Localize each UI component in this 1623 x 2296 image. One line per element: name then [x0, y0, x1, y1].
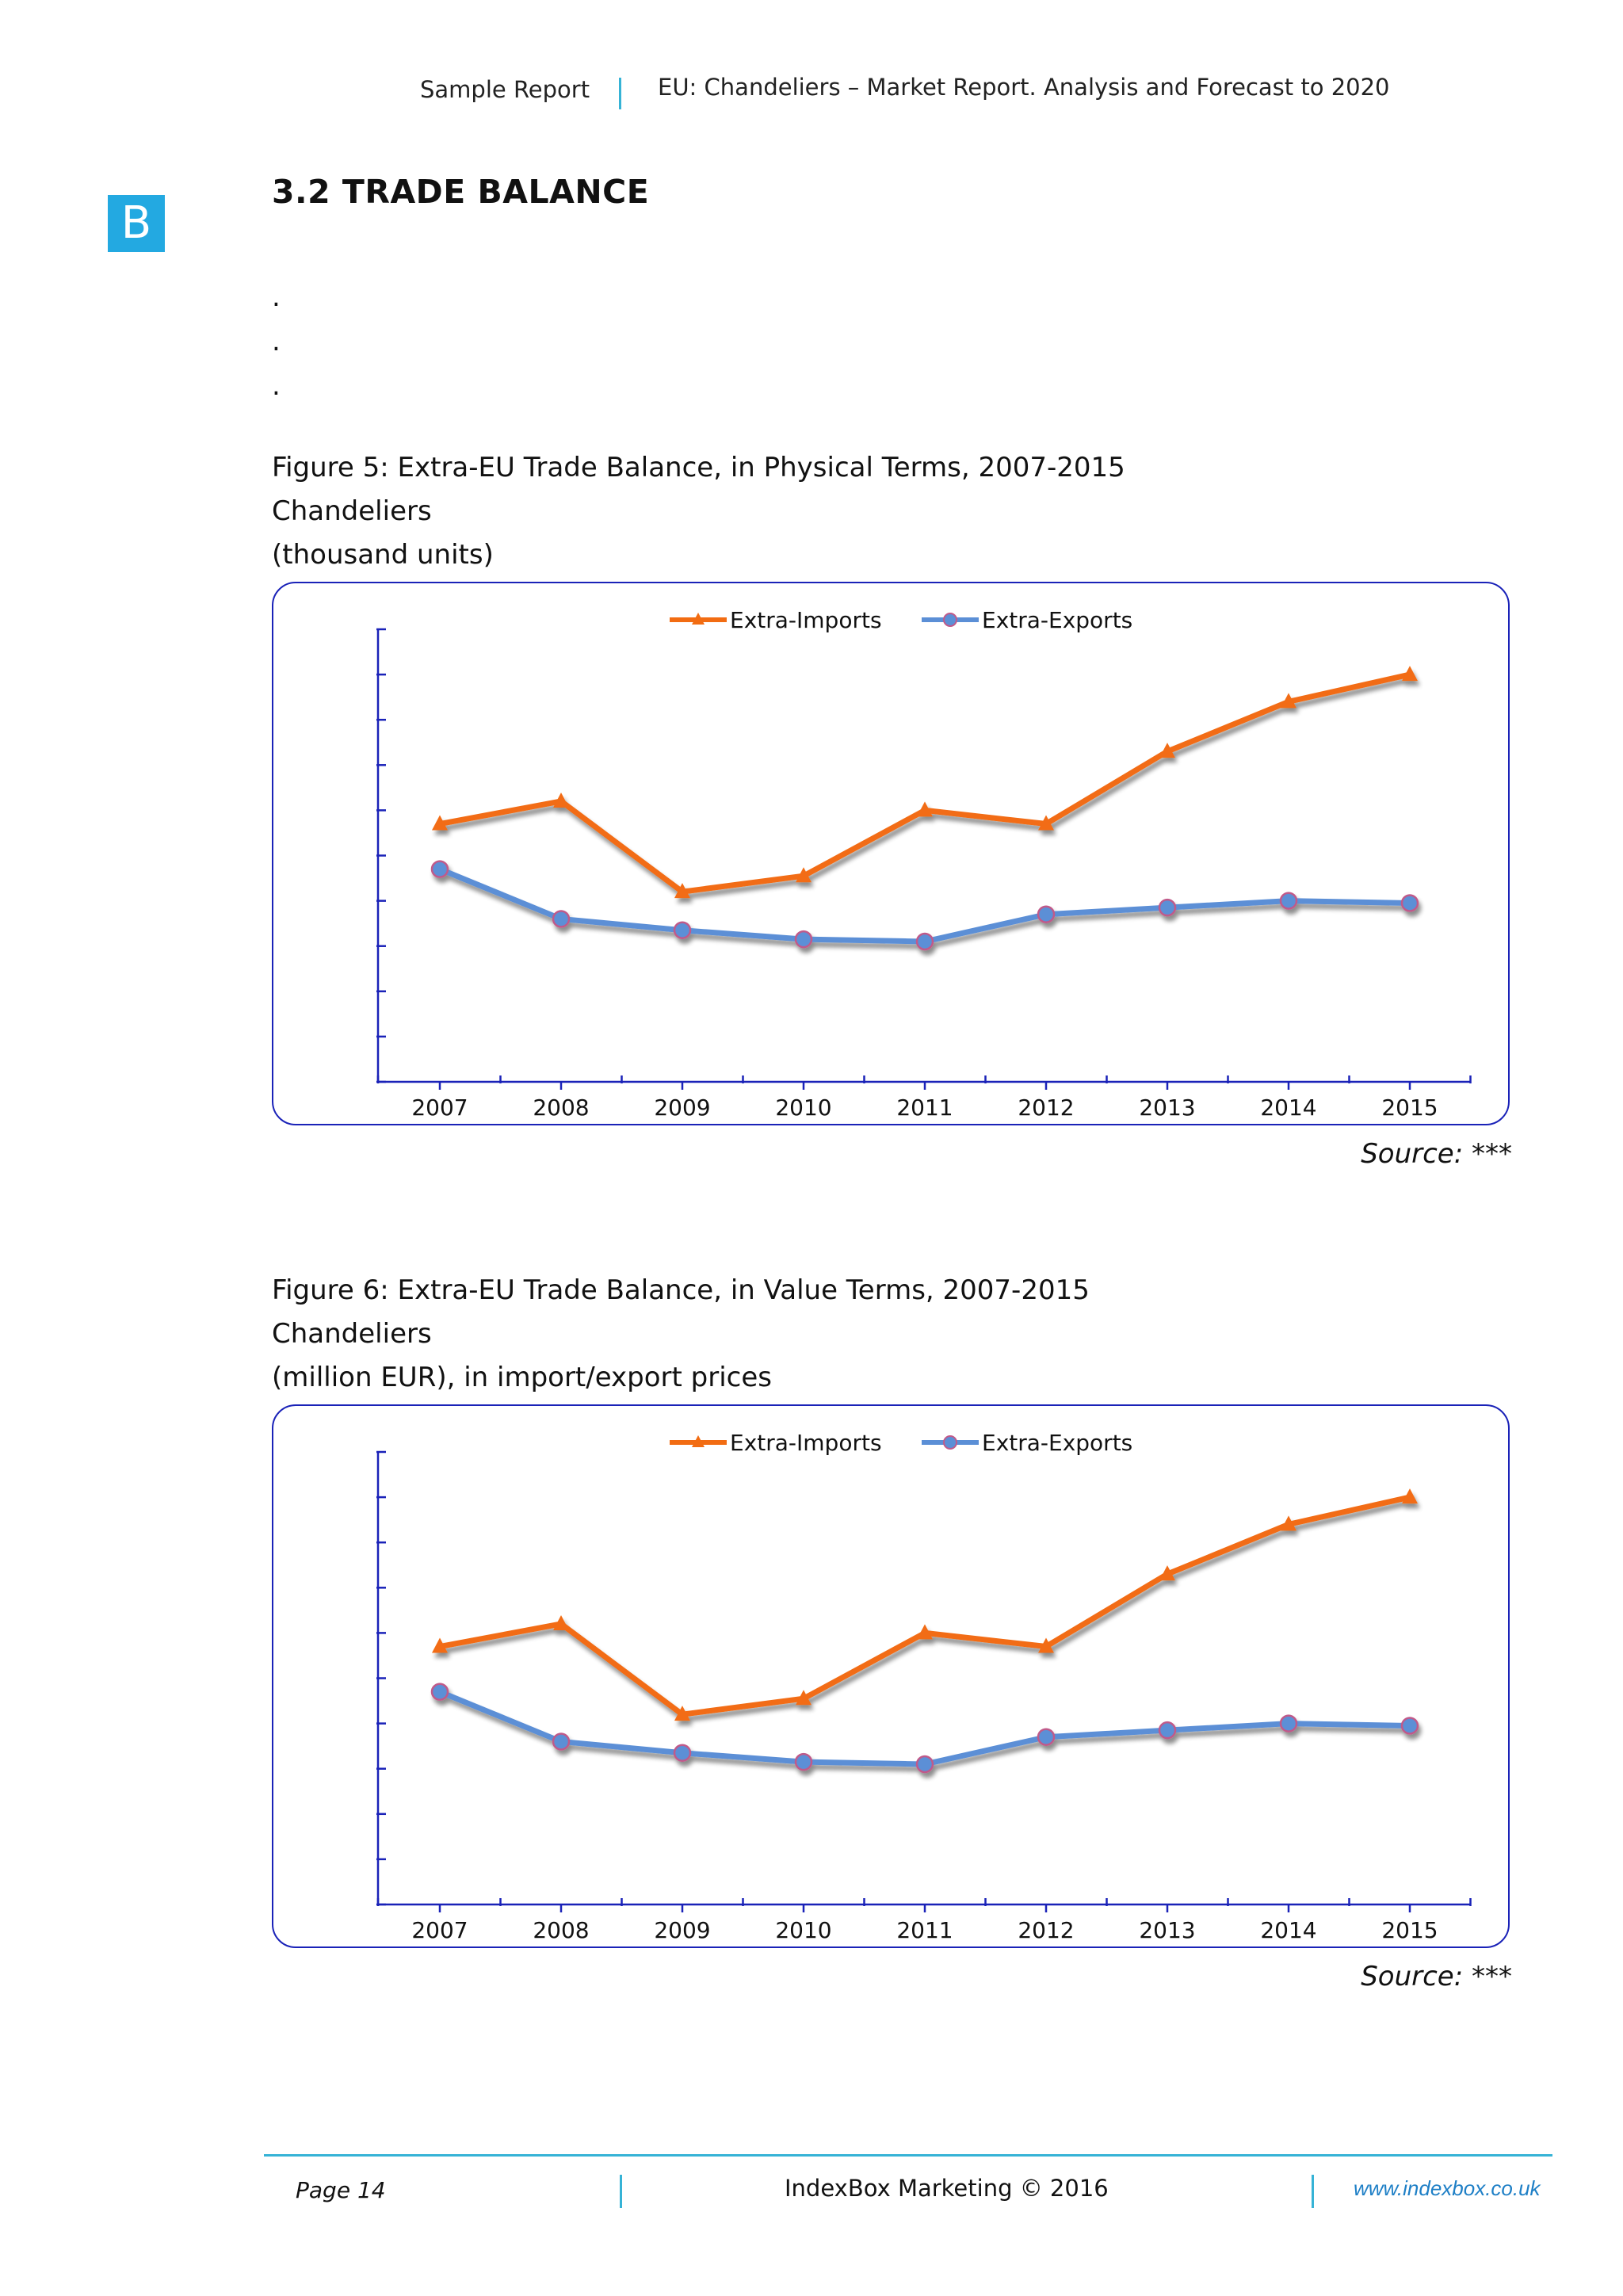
data-point — [1400, 1717, 1419, 1735]
series-extra-exports — [430, 1683, 1419, 1774]
header-report-label: Sample Report — [420, 76, 590, 103]
series-line — [437, 671, 1413, 895]
x-tick-label: 2008 — [533, 1917, 589, 1943]
x-tick-label: 2011 — [896, 1917, 953, 1943]
series-extra-exports — [430, 860, 1419, 951]
data-point — [794, 930, 813, 949]
x-tick-label: 2008 — [533, 1095, 589, 1121]
data-point — [1158, 898, 1177, 917]
legend-label: Extra-Exports — [982, 607, 1132, 633]
data-point — [553, 792, 569, 808]
series-line — [437, 1494, 1413, 1717]
figure-caption: Figure 5: Extra-EU Trade Balance, in Phy… — [272, 452, 1125, 483]
data-point — [1159, 1565, 1175, 1581]
figure-subject: Chandeliers — [272, 1318, 432, 1350]
series-extra-imports — [432, 666, 1418, 899]
data-point — [430, 1683, 449, 1701]
data-point — [1037, 905, 1056, 923]
legend-label: Extra-Imports — [730, 607, 882, 633]
footer-divider — [1312, 2175, 1314, 2208]
header-divider — [619, 78, 621, 109]
x-tick-label: 2007 — [411, 1917, 468, 1943]
data-point — [796, 1690, 812, 1706]
x-tick-label: 2011 — [896, 1095, 953, 1121]
ellipsis-dot: . — [272, 326, 281, 357]
x-tick-label: 2014 — [1260, 1095, 1316, 1121]
data-point — [674, 883, 690, 899]
footer-website-link[interactable]: www.indexbox.co.uk — [1354, 2176, 1541, 2200]
data-point — [432, 1637, 448, 1653]
header-report-title: EU: Chandeliers – Market Report. Analysi… — [658, 74, 1390, 101]
footer-rule — [264, 2154, 1552, 2157]
figure-source: Source: *** — [1361, 1961, 1512, 1992]
chart-frame: 2007 2008 2009 2010 2011 2012 2013 2014 2015 Extr… — [272, 1404, 1510, 1948]
data-point — [673, 921, 692, 939]
page-number: Page 14 — [296, 2177, 386, 2203]
ellipsis-dot: . — [272, 370, 281, 402]
data-point — [1038, 815, 1054, 831]
legend-label: Extra-Imports — [730, 1430, 882, 1456]
series-line — [437, 866, 1413, 945]
data-point — [794, 1752, 813, 1771]
x-tick-label: 2012 — [1018, 1917, 1074, 1943]
x-tick-label: 2013 — [1139, 1917, 1195, 1943]
x-tick-label: 2009 — [654, 1917, 710, 1943]
x-tick-label: 2009 — [654, 1095, 710, 1121]
data-point — [430, 860, 449, 878]
figure-subject: Chandeliers — [272, 495, 432, 527]
data-point — [796, 867, 812, 883]
figure-source: Source: *** — [1361, 1138, 1512, 1170]
figure-unit: (million EUR), in import/export prices — [272, 1362, 772, 1393]
series-line — [437, 1689, 1413, 1767]
data-point — [1281, 693, 1296, 709]
data-point — [673, 1744, 692, 1762]
x-tick-label: 2007 — [411, 1095, 468, 1121]
footer-divider — [620, 2175, 622, 2208]
figure-caption: Figure 6: Extra-EU Trade Balance, in Val… — [272, 1274, 1090, 1306]
x-tick-label: 2010 — [775, 1917, 831, 1943]
legend-marker — [943, 1435, 957, 1450]
data-point — [915, 1755, 934, 1774]
data-point — [1159, 743, 1175, 758]
brand-logo: B — [108, 195, 165, 252]
x-tick-label: 2010 — [775, 1095, 831, 1121]
x-tick-label: 2014 — [1260, 1917, 1316, 1943]
data-point — [1037, 1728, 1056, 1746]
data-point — [915, 932, 934, 951]
legend-marker — [943, 613, 957, 627]
data-point — [917, 1624, 933, 1640]
data-point — [552, 1733, 571, 1751]
data-point — [917, 801, 933, 817]
x-tick-label: 2015 — [1381, 1095, 1438, 1121]
x-tick-label: 2013 — [1139, 1095, 1195, 1121]
data-point — [432, 815, 448, 831]
data-point — [1279, 892, 1298, 910]
data-point — [1402, 1488, 1418, 1504]
chart-frame: 2007 2008 2009 2010 2011 2012 2013 2014 2015 Extr… — [272, 582, 1510, 1125]
line-chart: 2007 2008 2009 2010 2011 2012 2013 2014 2015 Extr… — [376, 1430, 1472, 1943]
ellipsis-dot: . — [272, 281, 281, 313]
x-tick-label: 2012 — [1018, 1095, 1074, 1121]
legend-label: Extra-Exports — [982, 1430, 1132, 1456]
data-point — [1281, 1515, 1296, 1531]
section-title: 3.2 TRADE BALANCE — [272, 173, 650, 211]
data-point — [674, 1706, 690, 1721]
series-extra-imports — [432, 1488, 1418, 1721]
data-point — [1400, 894, 1419, 912]
legend-marker — [692, 613, 705, 625]
figure-unit: (thousand units) — [272, 539, 494, 571]
data-point — [553, 1614, 569, 1630]
data-point — [1158, 1721, 1177, 1740]
data-point — [1279, 1714, 1298, 1733]
footer-copyright: IndexBox Marketing © 2016 — [785, 2175, 1109, 2202]
legend-marker — [692, 1435, 705, 1447]
line-chart: 2007 2008 2009 2010 2011 2012 2013 2014 2015 Extr… — [376, 607, 1472, 1121]
data-point — [1038, 1637, 1054, 1653]
x-tick-label: 2015 — [1381, 1917, 1438, 1943]
data-point — [552, 910, 571, 928]
data-point — [1402, 666, 1418, 682]
